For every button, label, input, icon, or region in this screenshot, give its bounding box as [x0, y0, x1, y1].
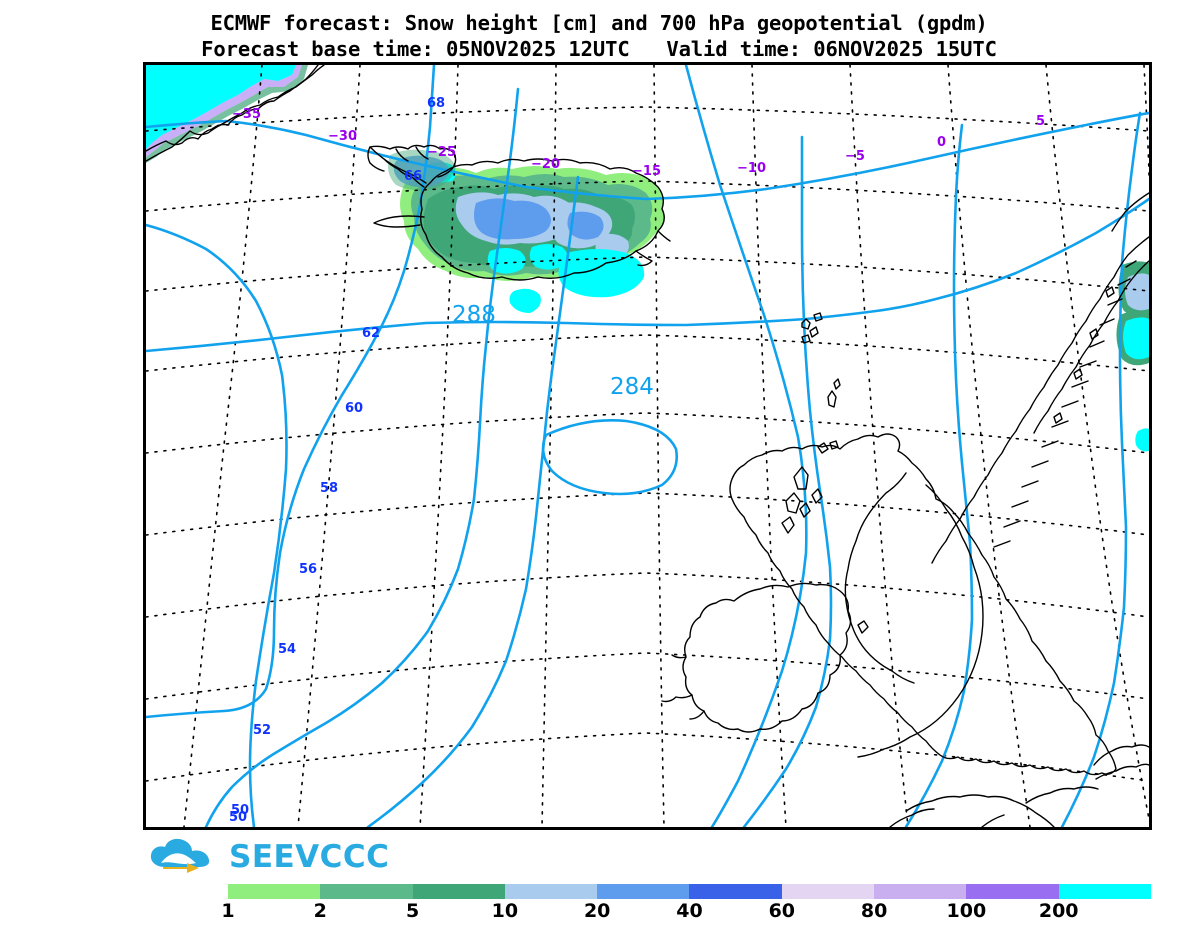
- colorbar-band: [504, 884, 598, 899]
- colorbar-tick: 5: [405, 900, 420, 922]
- longitude-label: −15: [632, 164, 661, 179]
- contour-label: 288: [452, 302, 496, 328]
- colorbar-band: [412, 884, 505, 899]
- seevccc-logo[interactable]: SEEVCCC: [147, 836, 389, 878]
- colorbar-band: [689, 884, 782, 899]
- colorbar-band: [597, 884, 690, 899]
- title-line-times: Forecast base time: 05NOV2025 12UTC Vali…: [201, 37, 997, 61]
- map-panel[interactable]: −35 −30 −25 −20 −15 −10 −5 0 5 68 66 62 …: [143, 62, 1152, 830]
- colorbar-tick: 80: [860, 900, 888, 922]
- colorbar: 1 2 5 10 20 40 60 80 100 200: [221, 884, 1151, 922]
- snow-fill-iceland: [388, 149, 664, 313]
- contour-value-labels: 288 284: [452, 302, 654, 400]
- latitude-label: 66: [404, 169, 422, 184]
- colorbar-tick: 1: [221, 900, 235, 922]
- colorbar-band: [966, 884, 1059, 899]
- svg-text:50: 50: [229, 810, 247, 825]
- colorbar-band: [320, 884, 413, 899]
- longitude-label: 5: [1036, 114, 1045, 129]
- longitude-label: 0: [937, 135, 946, 150]
- colorbar-tick-labels: 1 2 5 10 20 40 60 80 100 200: [221, 899, 1151, 922]
- latitude-label: 54: [278, 642, 296, 657]
- colorbar-tick: 40: [676, 900, 703, 922]
- contour-label: 284: [610, 374, 654, 400]
- latitude-label: 60: [345, 401, 363, 416]
- colorbar-band: [228, 884, 321, 899]
- longitude-label: −20: [531, 157, 560, 172]
- longitude-label: −25: [427, 145, 456, 160]
- colorbar-band: [1058, 884, 1151, 899]
- colorbar-band: [874, 884, 967, 899]
- colorbar-tick: 60: [768, 900, 796, 922]
- colorbar-tick: 200: [1038, 900, 1079, 922]
- title-line-primary: ECMWF forecast: Snow height [cm] and 700…: [210, 11, 988, 35]
- graticule: [146, 65, 1149, 827]
- colorbar-tick: 20: [583, 900, 611, 922]
- cloud-arrow-icon: [150, 838, 210, 873]
- colorbar-bands: [228, 884, 1151, 899]
- longitude-label: −35: [232, 107, 261, 122]
- latitude-label: 68: [427, 96, 445, 111]
- page-title: ECMWF forecast: Snow height [cm] and 700…: [0, 10, 1198, 62]
- longitude-label: −5: [845, 149, 865, 164]
- latitude-label: 58: [320, 481, 338, 496]
- logo-wordmark: SEEVCCC: [229, 838, 390, 875]
- latitude-label: 56: [299, 562, 317, 577]
- colorbar-tick: 10: [491, 900, 519, 922]
- longitude-label: −30: [328, 129, 357, 144]
- colorbar-band: [781, 884, 875, 899]
- geopotential-contours: [146, 65, 1149, 827]
- latitude-labels: 68 66 62 60 58 56 54 52 50 50: [229, 96, 445, 825]
- colorbar-tick: 2: [313, 900, 327, 922]
- longitude-labels: −35 −30 −25 −20 −15 −10 −5 0 5: [232, 107, 1045, 179]
- map-canvas: −35 −30 −25 −20 −15 −10 −5 0 5 68 66 62 …: [146, 65, 1149, 827]
- latitude-label: 50: [231, 803, 249, 818]
- coastlines: [146, 65, 1149, 827]
- latitude-label: 52: [253, 723, 271, 738]
- snow-fill-greenland: [146, 65, 308, 163]
- latitude-label: 62: [362, 326, 380, 341]
- longitude-label: −10: [737, 161, 766, 176]
- colorbar-tick: 100: [946, 900, 987, 922]
